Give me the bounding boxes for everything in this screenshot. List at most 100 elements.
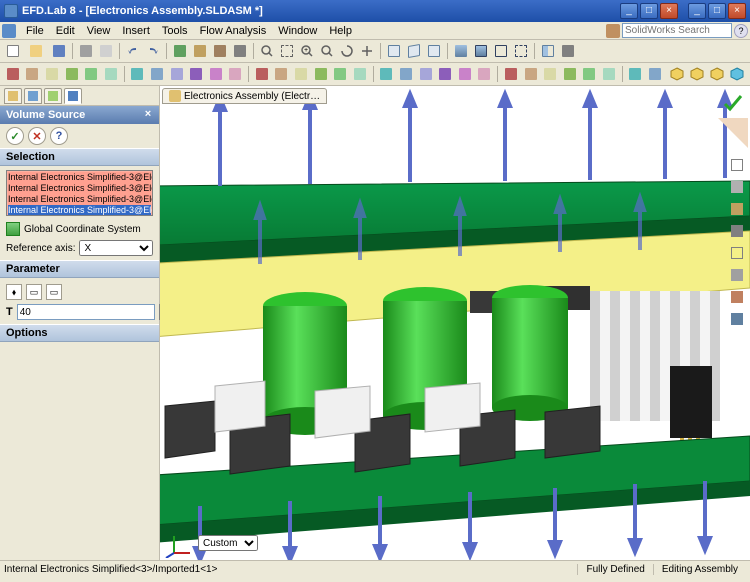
selection-item[interactable]: Internal Electronics Simplified-3@Electr… — [8, 172, 151, 183]
options-button[interactable] — [191, 42, 209, 60]
flow-tool-13[interactable] — [273, 65, 291, 83]
flow-tool-27[interactable] — [561, 65, 579, 83]
panel-cancel-button[interactable]: ✕ — [28, 127, 46, 145]
shadows-button[interactable] — [559, 42, 577, 60]
open-button[interactable] — [24, 42, 48, 60]
flow-tool-19[interactable] — [397, 65, 415, 83]
search-help-icon[interactable]: ? — [734, 24, 748, 38]
section-button[interactable] — [539, 42, 557, 60]
rt-tool-2[interactable] — [728, 178, 746, 196]
iso-cube-2[interactable] — [688, 65, 706, 83]
zoom-out-button[interactable] — [318, 42, 336, 60]
param-icon-3[interactable]: ▭ — [46, 284, 62, 300]
zoom-fit-button[interactable] — [258, 42, 276, 60]
flow-tool-15[interactable] — [312, 65, 330, 83]
tab-flow[interactable] — [64, 88, 82, 104]
flow-tool-25[interactable] — [522, 65, 540, 83]
maximize-button[interactable]: □ — [640, 3, 658, 19]
preview-button[interactable] — [97, 42, 115, 60]
iso-cube-3[interactable] — [708, 65, 726, 83]
selection-item[interactable]: Internal Electronics Simplified-3@Electr… — [8, 205, 151, 216]
rt-tool-3[interactable] — [728, 200, 746, 218]
menu-view[interactable]: View — [81, 23, 117, 39]
sketch-button[interactable] — [211, 42, 229, 60]
inner-close-button[interactable]: × — [660, 3, 678, 19]
menu-help[interactable]: Help — [323, 23, 358, 39]
zoom-in-button[interactable]: + — [298, 42, 316, 60]
pan-button[interactable] — [358, 42, 376, 60]
orientation-triad[interactable] — [164, 528, 194, 558]
iso-cube-1[interactable] — [668, 65, 686, 83]
outer-minimize-button[interactable]: _ — [688, 3, 706, 19]
viewport-corner-fold[interactable] — [718, 118, 748, 148]
tab-feature-tree[interactable] — [4, 88, 22, 104]
outer-maximize-button[interactable]: □ — [708, 3, 726, 19]
menu-file[interactable]: File — [20, 23, 50, 39]
flow-tool-14[interactable] — [292, 65, 310, 83]
selection-item[interactable]: Internal Electronics Simplified-3@Electr… — [8, 183, 151, 194]
rt-tool-4[interactable] — [728, 222, 746, 240]
param-value-input[interactable] — [17, 304, 155, 320]
viewport-confirm-button[interactable] — [720, 90, 746, 116]
flow-tool-12[interactable] — [253, 65, 271, 83]
rt-tool-8[interactable] — [728, 310, 746, 328]
new-button[interactable] — [4, 42, 22, 60]
flow-tool-9[interactable] — [187, 65, 205, 83]
flow-tool-1[interactable] — [24, 65, 42, 83]
tab-config[interactable] — [44, 88, 62, 104]
flow-tool-16[interactable] — [331, 65, 349, 83]
flow-tool-6[interactable] — [129, 65, 147, 83]
flow-tool-26[interactable] — [541, 65, 559, 83]
menu-window[interactable]: Window — [272, 23, 323, 39]
shaded-button[interactable] — [452, 42, 470, 60]
menu-insert[interactable]: Insert — [116, 23, 156, 39]
save-button[interactable] — [50, 42, 68, 60]
menu-edit[interactable]: Edit — [50, 23, 81, 39]
panel-ok-button[interactable]: ✓ — [6, 127, 24, 145]
section-parameter-header[interactable]: Parameter — [0, 260, 159, 278]
ref-axis-select[interactable]: X — [79, 240, 153, 256]
flow-tool-17[interactable] — [351, 65, 369, 83]
search-input[interactable] — [622, 23, 732, 38]
panel-help-button[interactable]: ? — [50, 127, 68, 145]
shaded-edges-button[interactable] — [472, 42, 490, 60]
iso-cube-4[interactable] — [728, 65, 746, 83]
param-icon-2[interactable]: ▭ — [26, 284, 42, 300]
flow-tool-24[interactable] — [502, 65, 520, 83]
flow-tool-8[interactable] — [168, 65, 186, 83]
rt-tool-7[interactable] — [728, 288, 746, 306]
flow-tool-2[interactable] — [43, 65, 61, 83]
section-options-header[interactable]: Options — [0, 324, 159, 342]
viewport-tab[interactable]: Electronics Assembly (Electr… — [162, 88, 327, 104]
flow-tool-4[interactable] — [82, 65, 100, 83]
flow-tool-23[interactable] — [476, 65, 494, 83]
flow-tool-0[interactable] — [4, 65, 22, 83]
view-mode-select[interactable]: Custom — [198, 535, 258, 551]
menu-tools[interactable]: Tools — [156, 23, 194, 39]
panel-close-button[interactable]: × — [141, 108, 155, 122]
section-selection-header[interactable]: Selection — [0, 148, 159, 166]
flow-tool-20[interactable] — [417, 65, 435, 83]
redo-button[interactable] — [144, 42, 162, 60]
rt-tool-6[interactable] — [728, 266, 746, 284]
selection-item[interactable]: Internal Electronics Simplified-3@Electr… — [8, 194, 151, 205]
select-button[interactable] — [231, 42, 249, 60]
flow-tool-21[interactable] — [436, 65, 454, 83]
flow-tool-11[interactable] — [227, 65, 245, 83]
undo-button[interactable] — [124, 42, 142, 60]
param-icon-1[interactable]: ⬧ — [6, 284, 22, 300]
selection-list[interactable]: Internal Electronics Simplified-3@Electr… — [6, 170, 153, 216]
hidden-lines-button[interactable] — [492, 42, 510, 60]
flow-tool-31[interactable] — [646, 65, 664, 83]
tab-property[interactable] — [24, 88, 42, 104]
flow-tool-18[interactable] — [378, 65, 396, 83]
rt-tool-5[interactable] — [728, 244, 746, 262]
flow-tool-5[interactable] — [102, 65, 120, 83]
rebuild-button[interactable] — [171, 42, 189, 60]
view-normal-button[interactable] — [425, 42, 443, 60]
print-button[interactable] — [77, 42, 95, 60]
outer-close-button[interactable]: × — [728, 3, 746, 19]
flow-tool-22[interactable] — [456, 65, 474, 83]
flow-tool-30[interactable] — [627, 65, 645, 83]
zoom-area-button[interactable] — [278, 42, 296, 60]
